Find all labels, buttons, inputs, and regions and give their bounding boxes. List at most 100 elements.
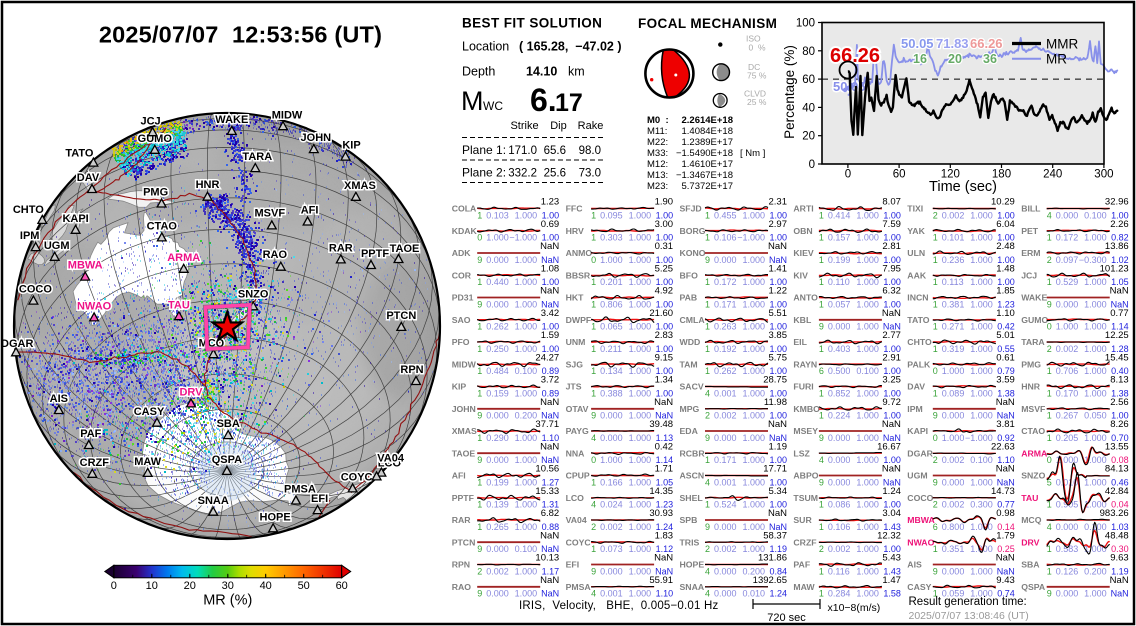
svg-text:PPTF: PPTF: [452, 493, 474, 503]
svg-text:1.85: 1.85: [996, 286, 1015, 297]
svg-text:0: 0: [1047, 322, 1052, 332]
svg-text:−1.000: −1.000: [509, 233, 537, 243]
svg-text:0.77: 0.77: [1110, 308, 1129, 319]
svg-text:0.057: 0.057: [828, 299, 851, 309]
svg-text:HNR: HNR: [1021, 382, 1041, 392]
svg-text:1: 1: [819, 299, 824, 309]
svg-text:MIDW: MIDW: [272, 109, 303, 121]
svg-text:OBN: OBN: [793, 226, 812, 236]
svg-text:0.200: 0.200: [515, 411, 538, 421]
svg-text:[ Nm ]: [ Nm ]: [740, 148, 765, 159]
svg-text:0.800: 0.800: [942, 522, 965, 532]
svg-text:9: 9: [477, 255, 482, 265]
svg-text:CHTO: CHTO: [907, 337, 932, 347]
svg-text:0.42: 0.42: [997, 322, 1015, 332]
svg-text:5.43: 5.43: [882, 553, 901, 564]
svg-text:0: 0: [933, 433, 938, 443]
svg-text:66.26: 66.26: [830, 45, 880, 67]
svg-text:1: 1: [933, 255, 938, 265]
svg-text:1.00: 1.00: [656, 299, 674, 309]
svg-text:COR: COR: [452, 270, 472, 280]
svg-text:−1.5490E+18: −1.5490E+18: [676, 148, 733, 159]
svg-text:1: 1: [933, 344, 938, 354]
svg-text:0.000: 0.000: [1056, 210, 1079, 220]
svg-text:1.22: 1.22: [769, 286, 788, 297]
svg-text:0.000: 0.000: [942, 477, 965, 487]
svg-text:CRZF: CRZF: [793, 538, 816, 548]
svg-text:21.60: 21.60: [649, 308, 673, 319]
svg-text:1: 1: [819, 566, 824, 576]
svg-text:TARA: TARA: [242, 151, 272, 163]
svg-text:39.48: 39.48: [649, 419, 673, 430]
svg-text:ARTI: ARTI: [793, 204, 813, 214]
svg-text:NaN: NaN: [540, 397, 559, 408]
svg-text:40: 40: [802, 102, 815, 114]
svg-text:1.000: 1.000: [515, 388, 538, 398]
svg-text:JOHN: JOHN: [452, 404, 476, 414]
svg-text:PAYG: PAYG: [566, 426, 589, 436]
svg-text:1.000: 1.000: [515, 500, 538, 510]
svg-text:1.000: 1.000: [629, 544, 652, 554]
svg-text:TARA: TARA: [1021, 337, 1045, 347]
svg-text:1.000: 1.000: [600, 255, 623, 265]
svg-text:9: 9: [477, 299, 482, 309]
svg-text:180: 180: [992, 169, 1011, 181]
svg-text:2.2614E+18: 2.2614E+18: [681, 115, 733, 126]
svg-text:1.00: 1.00: [883, 210, 901, 220]
svg-text:1: 1: [819, 255, 824, 265]
svg-text:DAV: DAV: [907, 382, 925, 392]
svg-text:0.300: 0.300: [970, 500, 993, 510]
svg-text:0.116: 0.116: [828, 566, 850, 576]
svg-text:DGAR: DGAR: [907, 448, 933, 458]
svg-text:8.07: 8.07: [882, 197, 901, 208]
svg-text:SHEL: SHEL: [680, 493, 704, 503]
svg-text:Plane 2:: Plane 2:: [462, 166, 506, 180]
svg-text:1.00: 1.00: [997, 210, 1015, 220]
svg-text:8.13: 8.13: [1110, 375, 1129, 386]
svg-text:0.134: 0.134: [600, 366, 623, 376]
svg-text:1.000: 1.000: [742, 344, 765, 354]
svg-text:0.000: 0.000: [486, 299, 509, 309]
svg-text:101.23: 101.23: [1100, 263, 1129, 274]
svg-text:1.00: 1.00: [883, 455, 901, 465]
svg-text:AFI: AFI: [452, 471, 466, 481]
svg-text:RAR: RAR: [329, 243, 353, 255]
svg-text:0.089: 0.089: [942, 388, 965, 398]
svg-text:1: 1: [933, 233, 938, 243]
svg-text:1.000: 1.000: [629, 344, 652, 354]
svg-text:13.86: 13.86: [1105, 241, 1129, 252]
svg-text:0.250: 0.250: [486, 344, 509, 354]
svg-text:CMLA: CMLA: [680, 315, 706, 325]
svg-text:CTAO: CTAO: [1021, 426, 1045, 436]
svg-text:0.70: 0.70: [1111, 433, 1129, 443]
svg-text:M13:: M13:: [647, 170, 668, 181]
svg-text:120: 120: [941, 169, 960, 181]
svg-text:4: 4: [819, 455, 824, 465]
svg-text:1.000: 1.000: [629, 411, 652, 421]
svg-text:0.126: 0.126: [1056, 566, 1079, 576]
svg-text:1.000: 1.000: [1056, 455, 1079, 465]
svg-text:NaN: NaN: [882, 464, 901, 475]
svg-text:2: 2: [933, 210, 938, 220]
svg-text:0.351: 0.351: [942, 544, 965, 554]
svg-text:1: 1: [819, 277, 824, 287]
svg-text:1.000: 1.000: [742, 255, 765, 265]
svg-text:1.10: 1.10: [542, 433, 560, 443]
svg-text:HRV: HRV: [566, 226, 584, 236]
svg-text:0.211: 0.211: [600, 344, 622, 354]
svg-text:MBWA: MBWA: [907, 515, 935, 525]
svg-text:PMG: PMG: [143, 187, 168, 199]
svg-text:IRIS, Velocity, BHE, 0.005: IRIS, Velocity, BHE, 0.005−0.01 Hz: [519, 600, 719, 612]
svg-text:1.000: 1.000: [856, 255, 879, 265]
svg-text:TATO: TATO: [907, 315, 929, 325]
svg-text:MMR: MMR: [1046, 37, 1078, 52]
svg-text:0.89: 0.89: [542, 366, 560, 376]
svg-text:1.000: 1.000: [742, 500, 765, 510]
svg-text:1.00: 1.00: [997, 255, 1015, 265]
svg-text:1: 1: [1047, 566, 1052, 576]
svg-text:1.47: 1.47: [882, 575, 901, 586]
svg-text:332.2: 332.2: [508, 168, 537, 180]
svg-text:1.23: 1.23: [997, 299, 1015, 309]
svg-text:9.15: 9.15: [655, 352, 674, 363]
svg-text:HKT: HKT: [566, 293, 585, 303]
